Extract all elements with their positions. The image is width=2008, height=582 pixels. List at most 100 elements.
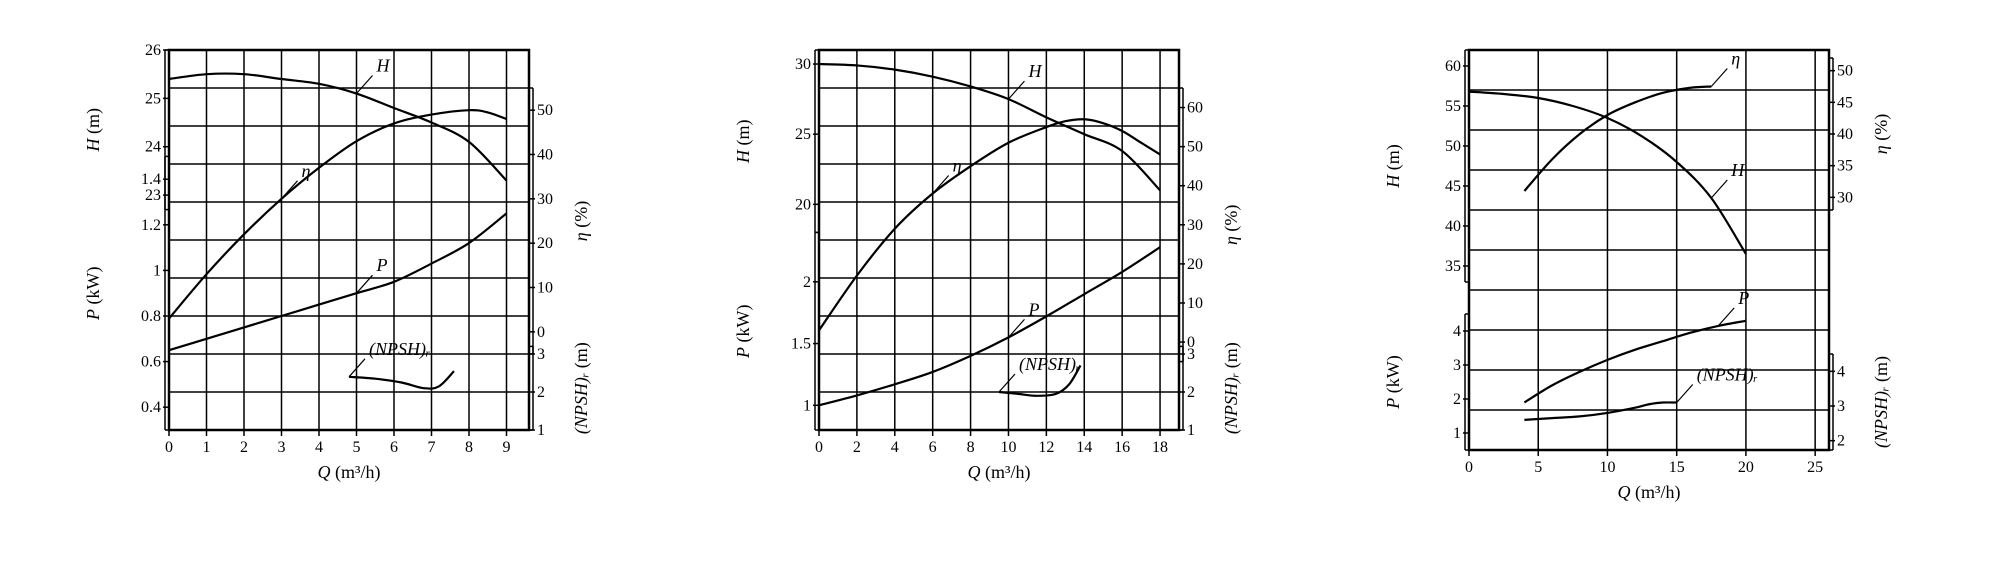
x-axis-title: Q (m³/h) (318, 462, 381, 483)
axis-tick-label: 60 (1445, 58, 1461, 75)
axis-title: P (kW) (733, 304, 754, 358)
axis-tick-label: 40 (1445, 218, 1461, 235)
axis-tick-label: 4 (1837, 363, 1845, 380)
axis-tick-label: 24 (145, 139, 161, 156)
x-tick-label: 2 (240, 439, 248, 456)
axis-tick-label: 2 (1837, 433, 1845, 450)
x-tick-label: 1 (203, 439, 211, 456)
curve-label-P: P (1027, 299, 1039, 319)
x-tick-label: 12 (1038, 439, 1054, 456)
x-tick-label: 25 (1807, 459, 1823, 476)
x-tick-label: 4 (891, 439, 899, 456)
axis-tick-label: 20 (537, 235, 553, 252)
axis-tick-label: 1.4 (141, 171, 161, 188)
curve-label-NPSH: (NPSH)ᵣ (369, 339, 430, 360)
x-tick-label: 18 (1152, 439, 1168, 456)
axis-tick-label: 2 (1187, 384, 1195, 401)
axis-title: (NPSH)ᵣ (m) (1871, 356, 1892, 448)
axis-tick-label: 50 (1187, 139, 1203, 156)
x-axis-title: Q (m³/h) (968, 462, 1031, 483)
chart-c: 0510152025Q (m³/h)354045505560H (m)1234P… (1359, 20, 1949, 535)
x-tick-label: 3 (278, 439, 286, 456)
axis-title: η (%) (1221, 205, 1242, 245)
x-tick-label: 8 (967, 439, 975, 456)
x-tick-label: 5 (1534, 459, 1542, 476)
axis-tick-label: 45 (1445, 178, 1461, 195)
axis-tick-label: 50 (537, 102, 553, 119)
axis-title: P (kW) (83, 266, 104, 320)
axis-tick-label: 35 (1445, 258, 1461, 275)
curve-label-eta: η (302, 161, 311, 181)
axis-tick-label: 3 (537, 346, 545, 363)
axis-tick-label: 1 (153, 262, 161, 279)
x-axis-title: Q (m³/h) (1618, 482, 1681, 503)
axis-tick-label: 25 (795, 126, 811, 143)
x-tick-label: 5 (353, 439, 361, 456)
axis-tick-label: 30 (537, 191, 553, 208)
curve-label-NPSH: (NPSH)ᵣ (1697, 365, 1758, 386)
axis-tick-label: 50 (1445, 138, 1461, 155)
x-tick-label: 14 (1076, 439, 1092, 456)
curve-label-eta: η (1731, 49, 1740, 69)
chart-b: 0 2 4 6 8 10 12 14 16 18 Q (m³/h) 20 25 30 H (m) 1 1.5 2 P… (709, 20, 1299, 535)
axis-title: H (m) (1383, 144, 1404, 189)
axis-tick-label: 3 (1453, 357, 1461, 374)
x-tick-label: 6 (390, 439, 398, 456)
axis-tick-label: 2 (803, 274, 811, 291)
axis-tick-label: 25 (145, 90, 161, 107)
x-tick-label: 8 (465, 439, 473, 456)
axis-title: P (kW) (1383, 355, 1404, 409)
x-tick-label: 15 (1669, 459, 1685, 476)
x-tick-label: 16 (1114, 439, 1130, 456)
x-tick-label: 10 (1000, 439, 1016, 456)
curve-label-P: P (376, 255, 388, 275)
x-tick-label: 0 (815, 439, 823, 456)
axis-tick-label: 10 (537, 280, 553, 297)
axis-tick-label: 40 (1837, 126, 1853, 143)
x-tick-label: 4 (315, 439, 323, 456)
curve-P (819, 247, 1160, 405)
axis-tick-label: 1.2 (141, 217, 161, 234)
axis-tick-label: 1.5 (791, 336, 811, 353)
axis-tick-label: 50 (1837, 63, 1853, 80)
axis-title: (NPSH)ᵣ (m) (571, 342, 592, 434)
axis-tick-label: 3 (1187, 346, 1195, 363)
grid (819, 50, 1179, 430)
axis-tick-label: 0.8 (141, 308, 161, 325)
chart-a: 0123456789Q (m³/h)23242526H (m)0.40.60.8… (59, 20, 649, 535)
x-tick-label: 0 (1465, 459, 1473, 476)
axis-tick-label: 35 (1837, 158, 1853, 175)
axis-tick-label: 60 (1187, 100, 1203, 117)
curve-NPSH (349, 371, 454, 389)
axis-tick-label: 45 (1837, 94, 1853, 111)
curve-label-H: H (1730, 160, 1745, 180)
x-tick-label: 9 (503, 439, 511, 456)
axis-tick-label: 30 (795, 56, 811, 73)
axis-tick-label: 10 (1187, 295, 1203, 312)
axis-title: H (m) (83, 108, 104, 153)
curve-eta (819, 119, 1160, 330)
curve-P (1524, 321, 1746, 403)
x-tick-label: 0 (165, 439, 173, 456)
axis-tick-label: 20 (795, 196, 811, 213)
axis-title: (NPSH)ᵣ (m) (1221, 342, 1242, 434)
x-tick-label: 7 (428, 439, 436, 456)
axis-title: η (%) (571, 201, 592, 241)
axis-tick-label: 26 (145, 42, 161, 59)
axis-tick-label: 40 (1187, 178, 1203, 195)
x-tick-label: 6 (929, 439, 937, 456)
axis-tick-label: 30 (1837, 189, 1853, 206)
axis-tick-label: 1 (1453, 425, 1461, 442)
axis-tick-label: 4 (1453, 323, 1461, 340)
x-tick-label: 20 (1738, 459, 1754, 476)
axis-tick-label: 20 (1187, 256, 1203, 273)
curve-H (819, 64, 1160, 190)
axis-tick-label: 1 (803, 397, 811, 414)
axis-title: H (m) (733, 119, 754, 164)
x-tick-label: 2 (853, 439, 861, 456)
grid (1469, 50, 1829, 450)
curve-label-eta: η (953, 156, 962, 176)
axis-tick-label: 40 (537, 147, 553, 164)
axis-title: η (%) (1871, 114, 1892, 154)
axis-tick-label: 2 (537, 384, 545, 401)
